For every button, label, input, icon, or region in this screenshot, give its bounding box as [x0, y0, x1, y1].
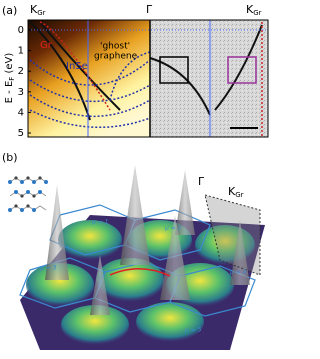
figure: (a) KGr Γ KGr Gr InSe 'ghost' graphene E… [2, 3, 269, 350]
annotation: graphene [94, 52, 138, 62]
annotation: 'ghost' [100, 42, 130, 52]
mu-label: μ = 2 [164, 225, 182, 232]
k-label: KGr [246, 3, 262, 17]
gamma-label: Γ [198, 175, 205, 188]
mu-labels: μ = 1 μ = 2 μ = 3 μ = 4 μ = 5 [39, 219, 247, 334]
band [29, 21, 263, 121]
band-fit [39, 21, 111, 111]
k-label: KGr [30, 3, 46, 17]
k-label: KGr [228, 185, 244, 199]
surface-hills [26, 220, 255, 345]
arrow [109, 268, 171, 277]
y-ticks: 0 1 2 3 4 5 [18, 25, 31, 139]
roi-box [227, 56, 257, 84]
brillouin-zone [204, 194, 261, 276]
gamma-label: Γ [146, 3, 153, 16]
y-tick-label: 3 [18, 87, 24, 98]
y-axis-label: E - EF (eV) [4, 53, 16, 104]
roi-box [159, 56, 189, 84]
mu-label: μ = 4 [229, 269, 247, 276]
panel-label: (a) [2, 4, 17, 17]
y-tick-label: 4 [18, 107, 24, 118]
y-tick-label: 1 [18, 46, 24, 57]
frame [27, 19, 269, 138]
y-tick-label: 0 [18, 25, 24, 36]
annotation: Gr [40, 40, 53, 51]
annotation: InSe [66, 61, 88, 72]
arpes-image [150, 20, 268, 137]
mu-label: μ = 3 [39, 265, 57, 272]
mu-label: μ = 1 [91, 219, 108, 226]
panel-label: (b) [2, 151, 18, 164]
mu-label: μ = 5 [184, 327, 202, 334]
y-tick-label: 5 [18, 128, 24, 139]
y-tick-label: 2 [18, 66, 24, 77]
lattice-icon [8, 176, 48, 212]
cones [45, 165, 250, 315]
band-fit [29, 51, 151, 129]
